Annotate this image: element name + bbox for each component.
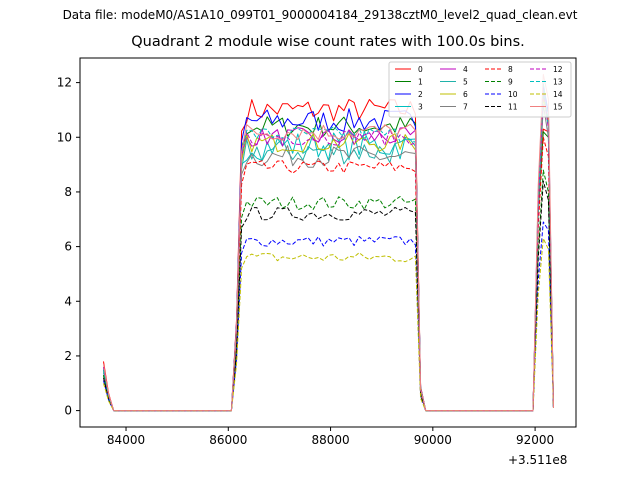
series-line-0 (103, 99, 554, 412)
series-line-2 (103, 84, 554, 412)
y-axis-ticks: 0 2 4 6 8 10 12 (57, 76, 80, 418)
legend-label-6: 6 (463, 90, 468, 99)
y-tick-label: 12 (57, 76, 72, 90)
x-axis-offset-label: +3.511e8 (508, 453, 568, 467)
legend-label-13: 13 (553, 78, 563, 87)
series-line-15 (103, 73, 554, 412)
series-line-10 (103, 221, 554, 412)
series-line-4 (103, 90, 554, 412)
legend-label-5: 5 (463, 78, 468, 87)
y-tick-label: 4 (64, 294, 72, 308)
series-line-5 (103, 93, 554, 412)
series-line-13 (103, 82, 554, 412)
series-line-8 (103, 136, 554, 412)
x-axis-ticks: 84000 86000 88000 90000 92000 (107, 427, 554, 447)
legend-label-10: 10 (508, 90, 518, 99)
legend-label-15: 15 (553, 103, 563, 112)
x-tick-label: 92000 (516, 433, 554, 447)
legend-label-1: 1 (418, 78, 423, 87)
y-tick-label: 6 (64, 240, 72, 254)
legend-label-3: 3 (418, 103, 423, 112)
chart-title: Quadrant 2 module wise count rates with … (131, 34, 525, 50)
legend-label-0: 0 (418, 65, 423, 74)
legend-label-8: 8 (508, 65, 513, 74)
legend-label-2: 2 (418, 90, 423, 99)
series-line-9 (103, 169, 554, 412)
y-tick-label: 8 (64, 185, 72, 199)
legend-label-4: 4 (463, 65, 468, 74)
legend-label-12: 12 (553, 65, 563, 74)
series-line-6 (103, 98, 554, 412)
legend-label-14: 14 (553, 90, 563, 99)
y-tick-label: 2 (64, 349, 72, 363)
x-tick-label: 86000 (209, 433, 247, 447)
y-tick-label: 0 (64, 404, 72, 418)
legend-label-7: 7 (463, 103, 468, 112)
series-line-11 (103, 180, 554, 412)
series-line-7 (103, 104, 554, 412)
series-line-14 (103, 237, 554, 412)
x-tick-label: 84000 (107, 433, 145, 447)
series-lines (103, 73, 554, 412)
x-tick-label: 90000 (414, 433, 452, 447)
x-tick-label: 88000 (311, 433, 349, 447)
y-tick-label: 10 (57, 130, 72, 144)
plot-frame (79, 57, 577, 428)
legend-label-11: 11 (508, 103, 518, 112)
legend-box (388, 61, 572, 118)
legend-label-9: 9 (508, 78, 513, 87)
figure-suptitle: Data file: modeM0/AS1A10_099T01_90000041… (62, 8, 578, 22)
